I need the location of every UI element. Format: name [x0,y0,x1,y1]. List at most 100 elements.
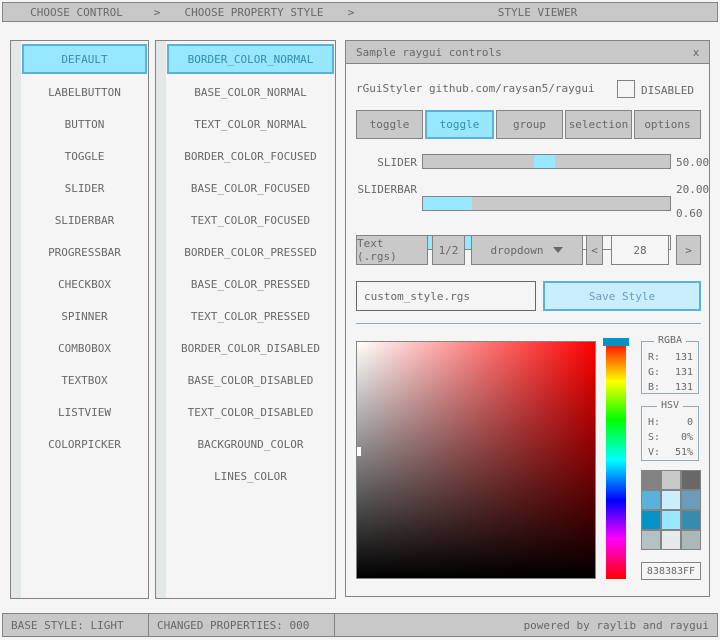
property-list-item[interactable]: BACKGROUND_COLOR [197,437,304,451]
hue-bar[interactable] [606,341,626,579]
hex-value-input[interactable]: 838383FF [641,562,701,580]
disabled-checkbox[interactable] [617,80,635,98]
color-swatch [682,491,700,509]
color-swatch [642,471,660,489]
color-swatch [662,511,680,529]
app-name-label: rGuiStyler [356,82,423,95]
property-list-item[interactable]: TEXT_COLOR_FOCUSED [190,213,311,227]
rgba-r-value: 131 [674,352,693,363]
sliderbar[interactable] [422,196,671,211]
repo-link[interactable]: github.com/raysan5/raygui [429,82,595,95]
control-list-item[interactable]: SPINNER [61,309,108,323]
color-picker-sv-square[interactable] [356,341,596,579]
rgba-b-value: 131 [674,382,693,393]
control-list-item[interactable]: LISTVIEW [58,405,111,419]
rgba-row-r: R: 131 [648,352,693,367]
close-icon[interactable]: x [692,45,700,59]
property-list-item[interactable]: BORDER_COLOR_PRESSED [184,245,317,259]
window-title: Sample raygui controls [356,45,502,59]
color-swatch [682,511,700,529]
toggle-group-option[interactable]: options [634,110,701,139]
spinner-increment-button[interactable]: > [676,235,701,265]
window-title-bar[interactable]: Sample raygui controls x [346,41,709,64]
color-picker-cursor[interactable] [357,447,361,456]
color-swatch [682,531,700,549]
control-list-item[interactable]: COLORPICKER [48,437,121,451]
property-list-item[interactable]: TEXT_COLOR_DISABLED [187,405,314,419]
color-swatch [662,531,680,549]
property-list-item[interactable]: BASE_COLOR_DISABLED [187,373,314,387]
slider[interactable] [422,154,671,169]
slider-knob[interactable] [534,155,556,168]
status-base-style: BASE STYLE: LIGHT [2,613,149,637]
rgba-b-label: B: [648,382,661,393]
property-list-item[interactable]: TEXT_COLOR_NORMAL [194,117,307,131]
toggle-group-option[interactable]: toggle [425,110,494,139]
properties-list: BORDER_COLOR_NORMAL BASE_COLOR_NORMAL TE… [167,41,334,492]
top-bar-choose-property-style: CHOOSE PROPERTY STYLE [184,5,324,19]
control-list-item[interactable]: TOGGLE [64,149,105,163]
control-list-item[interactable]: TEXTBOX [61,373,108,387]
spinner-decrement-button[interactable]: < [586,235,603,265]
control-list-item[interactable]: DEFAULT [22,44,147,74]
toggle-group-option[interactable]: selection [565,110,632,139]
rgba-row-g: G: 131 [648,367,693,382]
sliderbar-value: 20.00 [676,183,710,196]
hsv-v-value: 51% [674,447,693,458]
top-bar-choose-control: CHOOSE CONTROL [30,5,123,19]
divider-line [356,323,701,324]
hsv-row-v: V: 51% [648,447,693,462]
top-bar: CHOOSE CONTROL > CHOOSE PROPERTY STYLE >… [2,2,718,22]
toggle-group-option[interactable]: toggle [356,110,423,139]
color-swatch [642,511,660,529]
sliderbar-fill [423,197,473,210]
chevron-right-icon: > [153,5,161,19]
property-list-item[interactable]: BORDER_COLOR_DISABLED [180,341,321,355]
color-swatch [662,471,680,489]
hsv-row-h: H: 0 [648,417,693,432]
dropdown-value: dropdown [490,243,544,257]
rgba-g-label: G: [648,367,661,378]
control-list-item[interactable]: SLIDERBAR [54,213,115,227]
style-viewer-window: Sample raygui controls x rGuiStyler gith… [345,40,710,597]
property-list-item[interactable]: TEXT_COLOR_PRESSED [190,309,311,323]
rgba-row-b: B: 131 [648,382,693,397]
control-list-item[interactable]: LABELBUTTON [48,85,121,99]
hsv-h-label: H: [648,417,661,428]
property-list-item[interactable]: BORDER_COLOR_NORMAL [167,44,334,74]
half-toggle-button[interactable]: 1/2 [432,235,465,265]
controls-list: DEFAULT LABELBUTTON BUTTON TOGGLE SLIDER… [22,41,147,460]
properties-list-panel: BORDER_COLOR_NORMAL BASE_COLOR_NORMAL TE… [155,40,336,599]
controls-list-panel: DEFAULT LABELBUTTON BUTTON TOGGLE SLIDER… [10,40,149,599]
properties-list-scrollbar[interactable] [156,41,166,598]
spinner-value-box[interactable]: 28 [611,235,669,265]
disabled-label: DISABLED [641,84,694,97]
hsv-title: HSV [656,400,684,411]
control-list-item[interactable]: SLIDER [64,181,105,195]
property-list-item[interactable]: BASE_COLOR_PRESSED [190,277,311,291]
property-list-item[interactable]: BASE_COLOR_NORMAL [194,85,307,99]
property-list-item[interactable]: BASE_COLOR_FOCUSED [190,181,311,195]
control-list-item[interactable]: BUTTON [64,117,105,131]
progress-value: 0.60 [676,207,703,220]
filename-input[interactable]: custom_style.rgs [356,281,536,311]
control-list-item[interactable]: PROGRESSBAR [48,245,121,259]
dropdown-select[interactable]: dropdown [471,235,583,265]
control-list-item[interactable]: COMBOBOX [58,341,111,355]
chevron-right-icon: > [347,5,355,19]
rgba-g-value: 131 [674,367,693,378]
text-rgs-button[interactable]: Text (.rgs) [356,235,428,265]
property-list-item[interactable]: BORDER_COLOR_FOCUSED [184,149,317,163]
control-list-item[interactable]: CHECKBOX [58,277,111,291]
hue-bar-selector[interactable] [603,338,629,346]
controls-list-scrollbar[interactable] [11,41,21,598]
hsv-s-label: S: [648,432,661,443]
rgba-r-label: R: [648,352,661,363]
rgba-group-box: RGBA R: 131 G: 131 B: 131 [641,335,699,397]
toggle-group: toggle toggle group selection options [356,110,701,139]
property-list-item[interactable]: LINES_COLOR [214,469,287,483]
rgba-title: RGBA [653,335,687,346]
chevron-down-icon [553,247,564,253]
save-style-button[interactable]: Save Style [543,281,701,311]
toggle-group-option[interactable]: group [496,110,563,139]
